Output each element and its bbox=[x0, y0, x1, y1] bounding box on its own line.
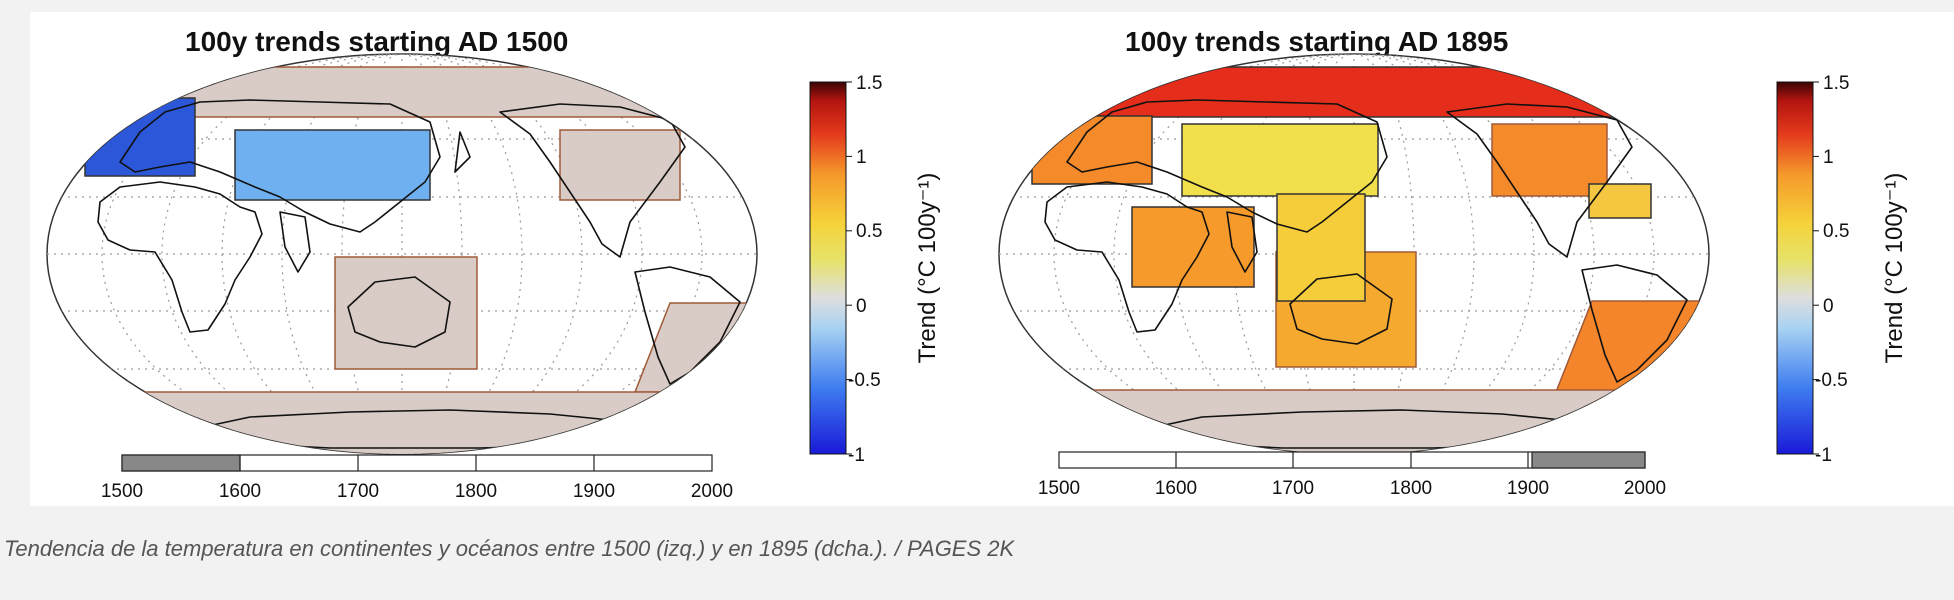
colorbar-tick-label: -0.5 bbox=[848, 370, 881, 391]
region-australasia bbox=[334, 256, 478, 370]
region-asia bbox=[1181, 123, 1379, 197]
timeline-tick-label: 2000 bbox=[691, 481, 733, 502]
colorbar-tick-label: 1.5 bbox=[1823, 73, 1849, 94]
region-arctic bbox=[999, 66, 1709, 118]
timeline-tick-label: 1800 bbox=[1390, 478, 1432, 499]
colorbar-tick-label: 0.5 bbox=[1823, 221, 1849, 242]
timeline-tick-label: 1700 bbox=[1272, 478, 1314, 499]
colorbar-tick-label: 0.5 bbox=[856, 221, 882, 242]
map-title: 100y trends starting AD 1895 bbox=[1125, 26, 1509, 57]
colorbar-tick-label: 0 bbox=[856, 296, 867, 317]
colorbar-tick-label: 1 bbox=[856, 147, 867, 168]
colorbar-tick-label: -1 bbox=[1815, 445, 1832, 466]
region-north-america bbox=[559, 129, 681, 201]
timeline-ticks bbox=[239, 455, 595, 471]
region-antarctica bbox=[999, 389, 1709, 454]
timeline-window bbox=[121, 454, 241, 472]
timeline-tick-label: 1800 bbox=[455, 481, 497, 502]
colorbar-ticks bbox=[846, 81, 852, 455]
colorbar-tick-label: -1 bbox=[848, 445, 865, 466]
timeline-tick-label: 1900 bbox=[573, 481, 615, 502]
timeline-tick-label: 1600 bbox=[1155, 478, 1197, 499]
colorbar-tick-label: 1.5 bbox=[856, 73, 882, 94]
colorbar bbox=[809, 81, 847, 455]
timeline-tick-label: 1500 bbox=[1038, 478, 1080, 499]
colorbar-tick-label: 0 bbox=[1823, 296, 1834, 317]
colorbar bbox=[1776, 81, 1814, 455]
region-caribbean bbox=[1588, 183, 1652, 219]
region-arctic bbox=[47, 66, 757, 118]
map-panel-1895: 100y trends starting AD 1895 bbox=[992, 12, 1954, 506]
map-figure: 1.5 1 0.5 0 -0.5 -1 Trend (°C 100y⁻¹) 15… bbox=[998, 53, 1908, 499]
timeline-tick-label: 1900 bbox=[1507, 478, 1549, 499]
colorbar-title: Trend (°C 100y⁻¹) bbox=[914, 173, 941, 364]
map-title: 100y trends starting AD 1500 bbox=[185, 26, 569, 57]
region-antarctica bbox=[47, 391, 757, 454]
figure-panel: 100y trends starting AD 1500 bbox=[30, 12, 1954, 506]
region-indian-ocean bbox=[1131, 206, 1255, 288]
map-figure: 1.5 1 0.5 0 -0.5 -1 Trend (°C 100y⁻¹) 15… bbox=[46, 53, 941, 502]
colorbar-tick-label: -0.5 bbox=[1815, 370, 1848, 391]
timeline-ticks bbox=[1175, 452, 1529, 468]
map-panel-1500: 100y trends starting AD 1500 bbox=[30, 12, 992, 506]
region-indo-pacific bbox=[1276, 193, 1366, 302]
timeline-tick-label: 2000 bbox=[1624, 478, 1666, 499]
colorbar-ticks bbox=[1813, 81, 1819, 455]
region-asia bbox=[234, 129, 431, 201]
figure-caption: Tendencia de la temperatura en continent… bbox=[4, 536, 1015, 561]
timeline-tick-label: 1700 bbox=[337, 481, 379, 502]
timeline-tick-label: 1600 bbox=[219, 481, 261, 502]
colorbar-title: Trend (°C 100y⁻¹) bbox=[1881, 173, 1908, 364]
colorbar-tick-label: 1 bbox=[1823, 147, 1834, 168]
timeline-window bbox=[1531, 451, 1646, 469]
timeline-tick-label: 1500 bbox=[101, 481, 143, 502]
